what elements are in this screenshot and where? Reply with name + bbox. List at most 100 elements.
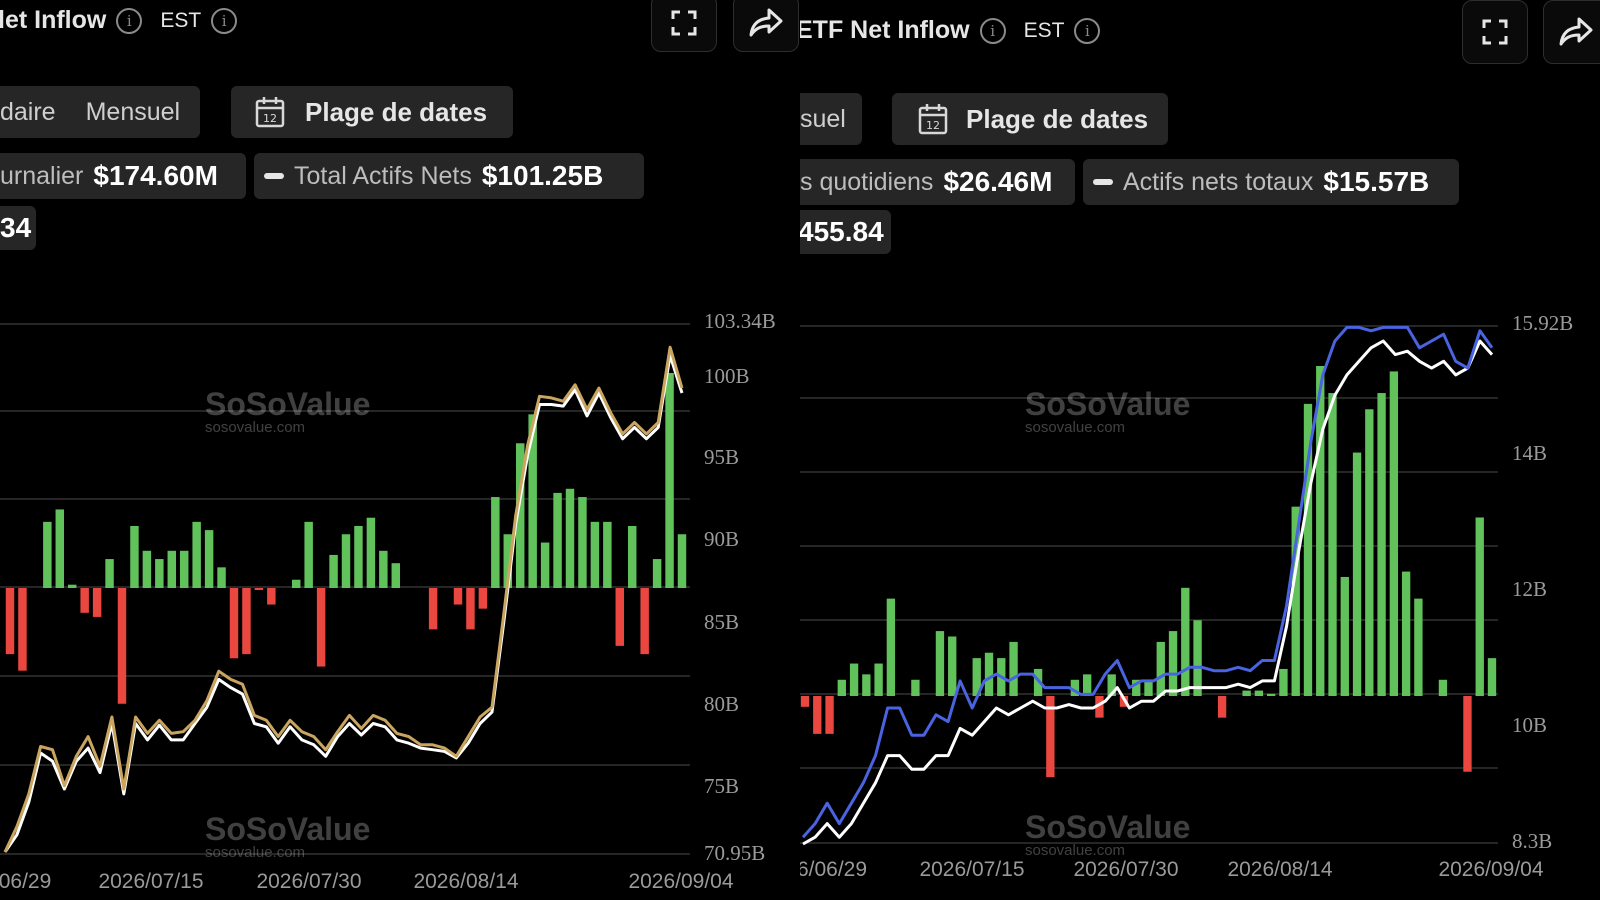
inflow-bar[interactable]: [665, 373, 674, 588]
inflow-bar[interactable]: [354, 525, 363, 588]
date-range-button[interactable]: 12 Plage de dates: [892, 93, 1168, 145]
inflow-bar[interactable]: [1082, 674, 1092, 696]
inflow-bar[interactable]: [1401, 571, 1411, 696]
inflow-bar[interactable]: [105, 559, 114, 588]
inflow-bar[interactable]: [578, 497, 587, 588]
inflow-bar[interactable]: [1156, 641, 1165, 696]
inflow-bar[interactable]: [984, 652, 994, 696]
inflow-bar[interactable]: [391, 563, 401, 588]
info-icon[interactable]: i: [116, 7, 143, 34]
inflow-bar[interactable]: [204, 530, 214, 588]
inflow-bar[interactable]: [503, 534, 513, 588]
outflow-bar[interactable]: [316, 588, 326, 667]
outflow-bar[interactable]: [80, 588, 89, 613]
inflow-bar[interactable]: [341, 534, 351, 588]
outflow-bar[interactable]: [1046, 696, 1055, 778]
inflow-bar[interactable]: [1389, 371, 1399, 696]
inflow-bar[interactable]: [1254, 690, 1264, 696]
inflow-bar[interactable]: [329, 554, 338, 588]
inflow-bar[interactable]: [1340, 576, 1349, 696]
inflow-bar[interactable]: [972, 658, 981, 696]
inflow-bar[interactable]: [291, 579, 301, 588]
inflow-bar[interactable]: [540, 542, 550, 588]
outflow-bar[interactable]: [800, 696, 810, 707]
inflow-bar[interactable]: [379, 550, 388, 588]
inflow-bar[interactable]: [1328, 393, 1337, 696]
inflow-bar[interactable]: [849, 663, 859, 696]
inflow-bar[interactable]: [1352, 452, 1362, 696]
inflow-bar[interactable]: [1107, 674, 1116, 696]
inflow-bar[interactable]: [603, 521, 612, 588]
inflow-bar[interactable]: [192, 521, 201, 588]
outflow-bar[interactable]: [1095, 696, 1104, 718]
inflow-bar[interactable]: [1070, 679, 1080, 696]
inflow-bar[interactable]: [1181, 587, 1190, 696]
fullscreen-button[interactable]: [1462, 0, 1528, 64]
outflow-bar[interactable]: [428, 588, 438, 630]
inflow-bar[interactable]: [1168, 631, 1178, 696]
inflow-bar[interactable]: [1291, 506, 1300, 696]
inflow-bar[interactable]: [142, 550, 152, 588]
inflow-bar[interactable]: [1267, 693, 1276, 696]
tab-monthly[interactable]: suel: [800, 104, 846, 133]
inflow-bar[interactable]: [590, 521, 600, 588]
outflow-bar[interactable]: [640, 588, 649, 655]
inflow-bar[interactable]: [553, 492, 562, 588]
date-range-button[interactable]: 12 Plage de dates: [231, 86, 513, 138]
outflow-bar[interactable]: [267, 588, 276, 605]
outflow-bar[interactable]: [453, 588, 463, 605]
inflow-bar[interactable]: [1193, 620, 1202, 696]
tab-monthly[interactable]: Mensuel: [85, 97, 181, 126]
inflow-bar[interactable]: [217, 567, 226, 588]
inflow-bar[interactable]: [1414, 598, 1423, 696]
outflow-bar[interactable]: [615, 588, 625, 646]
inflow-bar[interactable]: [935, 631, 945, 696]
share-button[interactable]: [1543, 0, 1600, 64]
inflow-bar[interactable]: [515, 443, 525, 588]
inflow-bar[interactable]: [1009, 641, 1018, 696]
inflow-bar[interactable]: [627, 525, 637, 588]
outflow-bar[interactable]: [242, 588, 251, 655]
tab-daily[interactable]: daire: [0, 97, 56, 126]
inflow-bar[interactable]: [130, 525, 139, 588]
inflow-bar[interactable]: [67, 584, 77, 588]
inflow-bar[interactable]: [948, 636, 957, 696]
inflow-bar[interactable]: [565, 488, 575, 588]
inflow-bar[interactable]: [677, 534, 687, 588]
info-icon[interactable]: i: [211, 7, 238, 34]
inflow-bar[interactable]: [179, 550, 189, 588]
inflow-bar[interactable]: [43, 521, 52, 588]
outflow-bar[interactable]: [1217, 696, 1227, 718]
inflow-bar[interactable]: [167, 550, 177, 588]
inflow-bar[interactable]: [1487, 658, 1497, 696]
inflow-bar[interactable]: [1242, 690, 1251, 696]
share-button[interactable]: [733, 0, 799, 52]
inflow-bar[interactable]: [862, 674, 871, 696]
inflow-bar[interactable]: [1033, 668, 1043, 696]
inflow-bar[interactable]: [304, 521, 313, 588]
inflow-bar[interactable]: [55, 509, 65, 588]
outflow-bar[interactable]: [5, 588, 15, 655]
inflow-bar[interactable]: [1279, 668, 1288, 696]
inflow-bar[interactable]: [491, 497, 500, 588]
inflow-bar[interactable]: [874, 663, 883, 696]
outflow-bar[interactable]: [254, 588, 264, 590]
inflow-bar[interactable]: [1438, 679, 1448, 696]
fullscreen-button[interactable]: [651, 0, 717, 52]
outflow-bar[interactable]: [229, 588, 239, 659]
inflow-bar[interactable]: [1303, 403, 1313, 696]
outflow-bar[interactable]: [18, 588, 27, 671]
inflow-bar[interactable]: [155, 559, 164, 588]
outflow-bar[interactable]: [117, 588, 127, 704]
inflow-bar[interactable]: [886, 598, 896, 696]
inflow-bar[interactable]: [366, 517, 376, 588]
outflow-bar[interactable]: [478, 588, 488, 609]
inflow-bar[interactable]: [911, 679, 920, 696]
outflow-bar[interactable]: [466, 588, 475, 630]
inflow-bar[interactable]: [652, 559, 662, 588]
inflow-bar[interactable]: [1132, 679, 1141, 696]
info-icon[interactable]: i: [979, 17, 1006, 44]
outflow-bar[interactable]: [813, 696, 822, 734]
inflow-bar[interactable]: [1377, 393, 1386, 696]
inflow-bar[interactable]: [1475, 517, 1484, 696]
